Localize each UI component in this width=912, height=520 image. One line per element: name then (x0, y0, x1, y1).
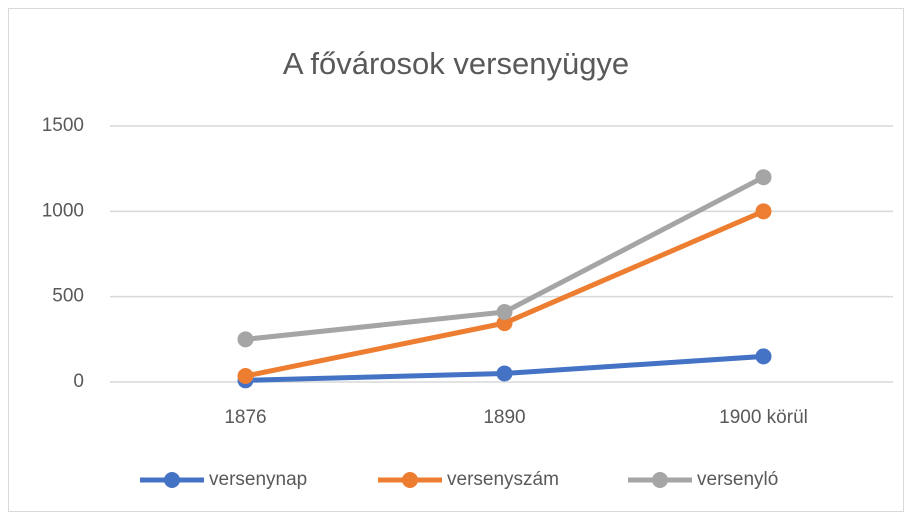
point (496, 315, 513, 332)
x-tick-label: 1890 (483, 407, 525, 428)
point (237, 331, 254, 348)
y-tick-label: 500 (52, 286, 84, 307)
point (755, 203, 772, 220)
point (755, 169, 772, 186)
point (237, 368, 254, 385)
legend-marker (402, 472, 418, 488)
point (496, 304, 513, 321)
y-tick-label: 1500 (42, 115, 84, 136)
legend-marker (652, 472, 668, 488)
chart-frame (8, 8, 904, 512)
point (755, 348, 772, 365)
legend-marker (164, 472, 180, 488)
chart-title: A fővárosok versenyügye (283, 46, 629, 81)
x-tick-label: 1900 körül (719, 407, 808, 428)
legend-label: versenynap (209, 469, 307, 490)
legend-label: versenyló (697, 469, 778, 490)
y-tick-label: 1000 (42, 200, 84, 221)
x-tick-label: 1876 (224, 407, 266, 428)
legend-label: versenyszám (447, 469, 559, 490)
point (496, 365, 513, 382)
y-tick-label: 0 (73, 371, 84, 392)
